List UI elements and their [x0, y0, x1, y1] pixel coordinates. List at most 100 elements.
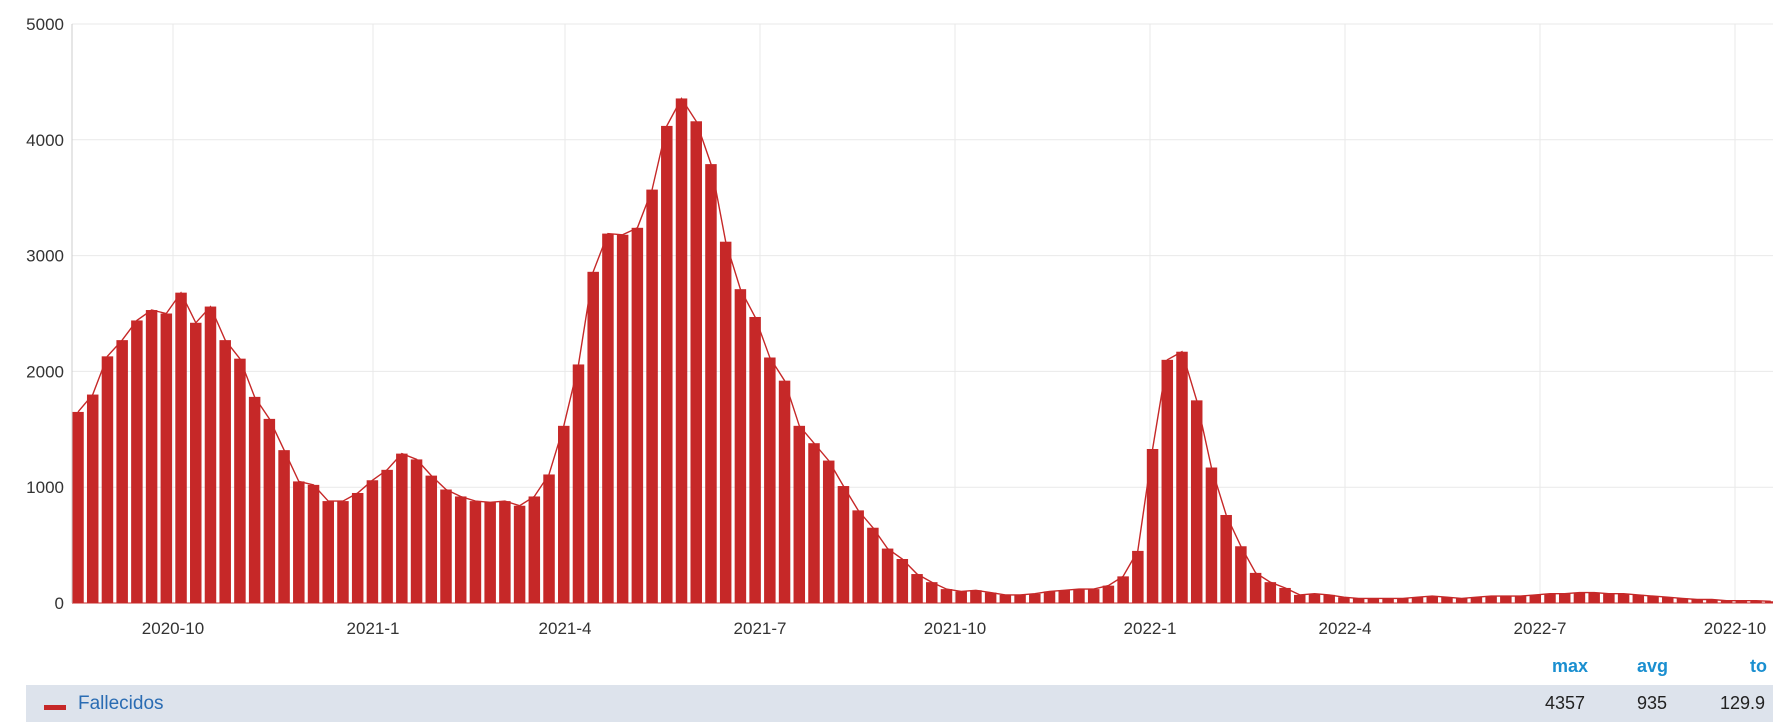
bar	[1323, 594, 1335, 603]
bar	[1264, 582, 1277, 603]
bar	[764, 357, 776, 603]
x-tick-label: 2021-1	[347, 619, 400, 638]
stats-header-max: max	[1552, 656, 1589, 676]
bar	[1588, 592, 1600, 603]
bar	[999, 594, 1012, 603]
bar	[307, 484, 320, 603]
legend-swatch	[44, 705, 66, 710]
bar	[881, 548, 894, 603]
bar	[1235, 546, 1247, 603]
bar	[1426, 596, 1438, 603]
bar	[1352, 598, 1365, 603]
bar	[86, 394, 99, 603]
x-tick-label: 2021-10	[924, 619, 986, 638]
bar	[234, 358, 246, 603]
bar	[808, 443, 820, 603]
bar	[749, 316, 761, 603]
y-tick-label: 3000	[26, 247, 64, 266]
bar	[1132, 550, 1144, 603]
bar	[1441, 597, 1453, 603]
x-tick-label: 2022-1	[1124, 619, 1177, 638]
bar	[1529, 594, 1542, 603]
x-tick-label: 2021-4	[539, 619, 592, 638]
bar	[381, 469, 393, 603]
bar	[572, 364, 585, 603]
y-tick-label: 5000	[26, 15, 64, 34]
bar	[410, 459, 423, 603]
bar	[1662, 597, 1674, 603]
bar	[1632, 594, 1645, 603]
bar	[263, 418, 276, 603]
bar	[955, 591, 967, 603]
bar	[396, 453, 408, 603]
bar	[587, 271, 599, 603]
bar	[1397, 598, 1409, 603]
bar	[1485, 596, 1497, 603]
y-tick-label: 4000	[26, 131, 64, 150]
bar	[602, 233, 614, 603]
bar	[131, 320, 143, 603]
grid-lines	[72, 23, 1773, 604]
series-line	[77, 97, 1771, 602]
bar	[469, 501, 482, 603]
bar	[1294, 594, 1306, 603]
y-tick-label: 2000	[26, 362, 64, 381]
bar	[1190, 400, 1203, 603]
bar	[940, 589, 953, 603]
bar	[1073, 589, 1085, 603]
bar	[852, 510, 864, 603]
bar	[1087, 589, 1100, 603]
bar	[528, 496, 541, 603]
bar	[204, 306, 217, 603]
bar	[293, 481, 305, 603]
stats-header-avg: avg	[1637, 656, 1669, 676]
bar	[1470, 597, 1483, 603]
bar	[734, 289, 747, 603]
bar	[499, 501, 511, 603]
bar	[1043, 591, 1056, 603]
bar	[1691, 599, 1703, 603]
bar	[631, 227, 644, 604]
bar	[1117, 576, 1129, 603]
y-tick-label: 0	[55, 594, 64, 613]
bar	[543, 474, 555, 603]
bar	[616, 234, 629, 604]
bar	[366, 480, 379, 603]
bar	[867, 527, 879, 603]
bar	[116, 340, 128, 603]
bar	[719, 241, 732, 604]
bar	[351, 492, 364, 603]
bar	[1220, 514, 1232, 603]
bar	[1676, 598, 1689, 603]
bar	[984, 592, 997, 603]
x-axis: 2020-10 2021-1 2021-4 2021-7 2021-10 2022-1 20…	[142, 619, 1766, 638]
bar	[1617, 593, 1630, 603]
bar	[837, 486, 850, 603]
bar	[778, 380, 791, 603]
bar	[926, 582, 938, 603]
bar	[1720, 600, 1733, 603]
bar	[705, 164, 717, 604]
bar	[1058, 590, 1070, 603]
bar	[322, 501, 334, 603]
legend-row: Fallecidos 4357 935 129.9	[26, 685, 1773, 722]
bar	[1161, 359, 1174, 603]
bar	[911, 574, 923, 603]
stat-total: 129.9	[1720, 693, 1766, 713]
bar	[1603, 593, 1615, 603]
y-tick-label: 1000	[26, 478, 64, 497]
bar	[1411, 597, 1424, 603]
bar	[896, 558, 909, 603]
bar	[1102, 585, 1115, 603]
bar	[160, 313, 173, 603]
bar	[219, 340, 231, 603]
bar-series	[72, 98, 1773, 604]
bar	[558, 425, 570, 603]
bar	[454, 496, 467, 603]
bar	[822, 460, 835, 603]
bar	[1382, 598, 1394, 603]
legend-series-toggle[interactable]: Fallecidos	[78, 693, 164, 714]
bar	[1558, 593, 1571, 603]
bar	[970, 590, 982, 603]
bar	[72, 411, 84, 603]
